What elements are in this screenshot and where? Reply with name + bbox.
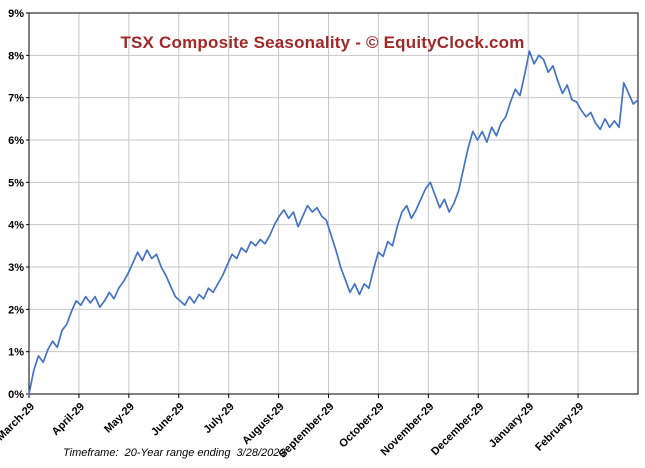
x-tick-label: February-29	[533, 401, 586, 454]
y-tick-label: 1%	[8, 347, 24, 359]
x-tick-label: April-29	[50, 401, 87, 438]
x-tick-label: August-29	[240, 401, 287, 448]
y-tick-label: 9%	[8, 8, 24, 20]
x-tick-label: November-29	[379, 401, 437, 459]
chart-title: TSX Composite Seasonality - © EquityCloc…	[120, 33, 525, 52]
y-tick-label: 0%	[8, 389, 24, 401]
y-tick-label: 7%	[8, 93, 24, 105]
y-tick-label: 5%	[8, 177, 24, 189]
x-tick-label: July-29	[201, 401, 236, 436]
y-tick-label: 8%	[8, 50, 24, 62]
x-tick-label: March-29	[0, 401, 37, 444]
y-tick-label: 2%	[8, 304, 24, 316]
seasonality-line	[28, 50, 639, 395]
y-tick-label: 4%	[8, 220, 24, 232]
x-tick-label: December-29	[429, 401, 486, 458]
x-tick-label: January-29	[487, 401, 537, 451]
x-tick-label: June-29	[149, 401, 187, 439]
y-tick-label: 6%	[8, 135, 24, 147]
timeframe-note: Timeframe: 20-Year range ending 3/28/202…	[63, 447, 286, 459]
plot-border	[28, 12, 639, 395]
x-tick-label: May-29	[102, 401, 137, 436]
y-tick-label: 3%	[8, 262, 24, 274]
x-tick-label: October-29	[337, 401, 387, 451]
